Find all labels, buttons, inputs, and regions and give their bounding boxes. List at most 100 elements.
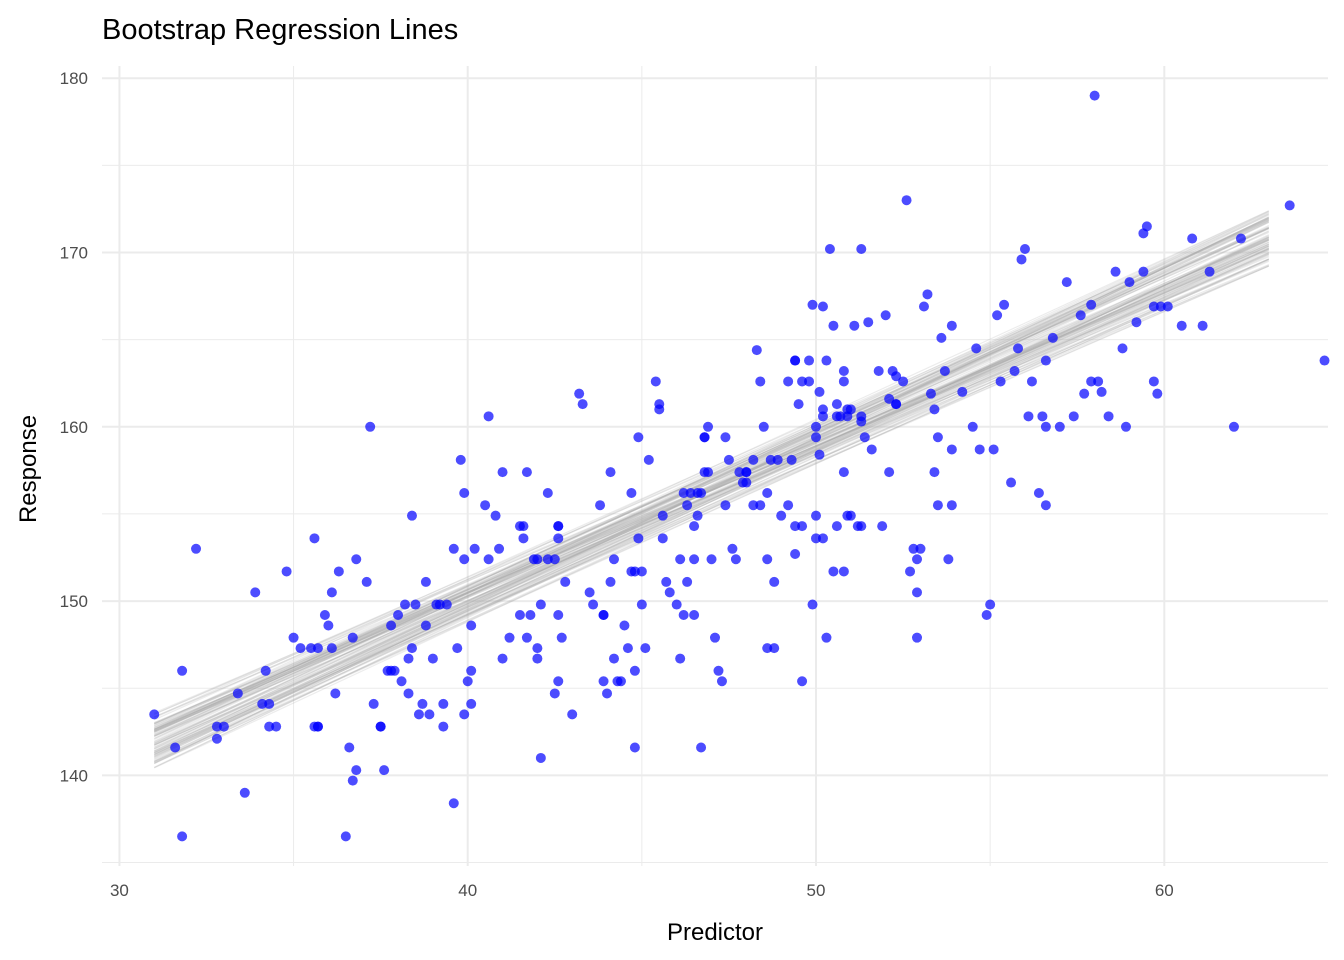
data-point — [884, 467, 895, 478]
data-point — [1228, 421, 1239, 432]
regression-line — [154, 255, 1270, 725]
data-point — [567, 709, 578, 720]
data-point — [932, 432, 943, 443]
data-point — [703, 421, 714, 432]
data-point — [657, 533, 668, 544]
regression-line — [153, 217, 1270, 718]
grid-minor — [102, 66, 1328, 866]
data-point — [783, 500, 794, 511]
data-point — [957, 386, 968, 397]
data-point — [1141, 221, 1152, 232]
data-point — [295, 643, 306, 654]
regression-line — [154, 244, 1270, 735]
data-point — [393, 610, 404, 621]
regression-line — [154, 264, 1270, 727]
data-point — [661, 576, 672, 587]
data-point — [692, 510, 703, 521]
data-point — [915, 543, 926, 554]
data-point — [497, 653, 508, 664]
data-point — [845, 510, 856, 521]
x-tick-label: 30 — [110, 881, 129, 900]
data-point — [1061, 277, 1072, 288]
regression-line — [153, 243, 1270, 748]
x-tick-label: 60 — [1155, 881, 1174, 900]
data-point — [448, 798, 459, 809]
data-point — [985, 599, 996, 610]
regression-line — [153, 247, 1270, 769]
data-point — [271, 721, 282, 732]
data-point — [480, 500, 491, 511]
data-point — [762, 488, 773, 499]
data-point — [459, 554, 470, 565]
data-point — [636, 599, 647, 610]
data-point — [170, 742, 181, 753]
data-point — [1026, 376, 1037, 387]
data-point — [549, 554, 560, 565]
data-point — [514, 610, 525, 621]
data-point — [811, 510, 822, 521]
data-point — [323, 620, 334, 631]
data-point — [281, 566, 292, 577]
data-point — [804, 376, 815, 387]
data-point — [1033, 488, 1044, 499]
regression-line — [154, 241, 1270, 732]
data-point — [532, 554, 543, 565]
data-point — [939, 366, 950, 377]
data-point — [790, 355, 801, 366]
regression-line — [153, 239, 1270, 763]
data-point — [814, 449, 825, 460]
data-point — [312, 643, 323, 654]
data-point — [149, 709, 160, 720]
data-point — [375, 721, 386, 732]
data-point — [1152, 388, 1163, 399]
data-point — [992, 310, 1003, 321]
data-point — [720, 432, 731, 443]
regression-line — [154, 248, 1270, 718]
data-point — [856, 244, 867, 255]
data-point — [817, 301, 828, 312]
data-point — [845, 404, 856, 415]
data-point — [577, 399, 588, 410]
regression-line — [154, 260, 1270, 737]
regression-line — [153, 210, 1270, 725]
data-point — [1013, 343, 1024, 354]
data-point — [403, 688, 414, 699]
regression-line — [154, 258, 1270, 755]
data-point — [1040, 355, 1051, 366]
data-point — [866, 444, 877, 455]
data-point — [368, 698, 379, 709]
data-point — [706, 554, 717, 565]
data-point — [626, 488, 637, 499]
data-point — [518, 521, 529, 532]
data-point — [988, 444, 999, 455]
regression-line — [154, 258, 1270, 754]
data-point — [877, 521, 888, 532]
data-point — [379, 765, 390, 776]
regression-line — [153, 219, 1270, 741]
regression-line — [154, 246, 1270, 730]
data-point — [723, 454, 734, 465]
data-point — [312, 721, 323, 732]
data-point — [250, 587, 261, 598]
data-point — [689, 521, 700, 532]
regression-line — [154, 238, 1270, 732]
data-point — [1110, 266, 1121, 277]
data-point — [1019, 244, 1030, 255]
data-point — [912, 554, 923, 565]
data-point — [619, 620, 630, 631]
data-point — [678, 610, 689, 621]
data-point — [588, 599, 599, 610]
data-point — [347, 775, 358, 786]
data-point — [553, 676, 564, 687]
regression-line — [153, 216, 1270, 760]
data-point — [797, 376, 808, 387]
regression-line — [154, 265, 1270, 752]
data-point — [177, 665, 188, 676]
regression-line — [153, 211, 1270, 750]
regression-line — [154, 265, 1270, 750]
data-point — [765, 454, 776, 465]
data-point — [898, 376, 909, 387]
regression-line — [153, 226, 1270, 727]
data-point — [1006, 477, 1017, 488]
data-point — [689, 554, 700, 565]
